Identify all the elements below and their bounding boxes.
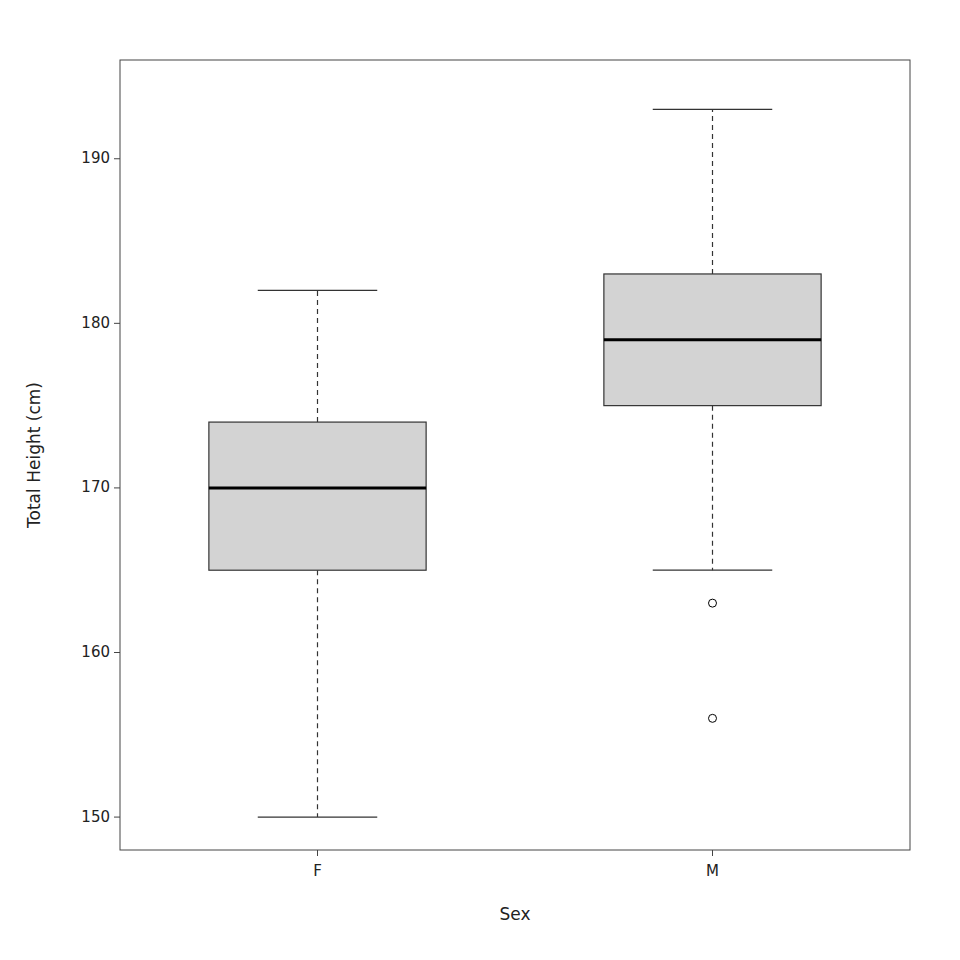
y-tick [114,323,120,324]
y-tick-label: 170 [81,478,110,496]
x-tick [317,850,318,856]
x-tick-label: F [313,862,322,880]
y-tick-label: 190 [81,149,110,167]
outlier [709,714,717,722]
whisker-cap [653,570,772,571]
chart-container: 150 160 170 180 190 F M Sex Total Height (cm) [0,0,960,960]
whisker [317,570,318,817]
outlier [709,599,717,607]
y-tick-label: 180 [81,314,110,332]
y-axis-label: Total Height (cm) [24,382,44,529]
x-tick [712,850,713,856]
box [209,422,426,570]
whisker [712,109,713,274]
y-tick [114,817,120,818]
median [604,338,821,341]
whisker-cap [653,109,772,110]
chart: 150 160 170 180 190 F M Sex Total Height (cm) [0,0,960,960]
y-tick [114,158,120,159]
y-tick-label: 160 [81,643,110,661]
whisker-cap [258,816,377,817]
box [604,274,821,406]
y-tick [114,487,120,488]
whisker [317,290,318,422]
median [209,486,426,489]
x-axis-label: Sex [499,904,530,924]
x-tick-label: M [706,862,719,880]
y-tick [114,652,120,653]
plot-frame [120,60,910,850]
y-tick-label: 150 [81,808,110,826]
whisker-cap [258,290,377,291]
plot-area [209,109,821,817]
whisker [712,406,713,571]
